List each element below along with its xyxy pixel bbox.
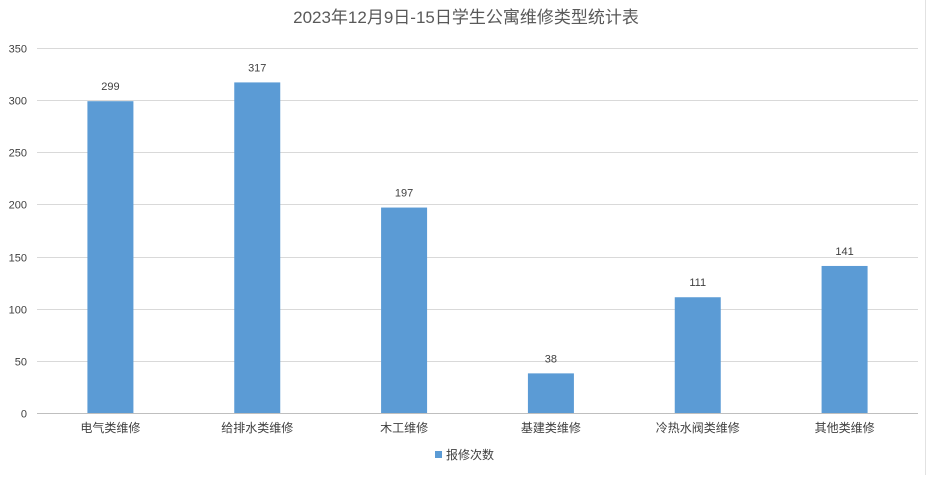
- bar[interactable]: [674, 297, 721, 413]
- window-edge: [925, 0, 936, 475]
- bar[interactable]: [381, 207, 428, 413]
- bar[interactable]: [527, 373, 574, 413]
- chart-title: 2023年12月9日-15日学生公寓维修类型统计表: [293, 8, 639, 27]
- y-tick-label: 100: [9, 305, 27, 317]
- legend-label: 报修次数: [446, 447, 494, 462]
- data-label: 141: [835, 246, 853, 258]
- bar[interactable]: [821, 265, 868, 413]
- y-tick-label: 300: [9, 96, 27, 108]
- y-tick-label: 150: [9, 253, 27, 265]
- x-tick-label: 电气类维修: [80, 420, 140, 435]
- data-label: 111: [689, 277, 706, 289]
- y-tick-label: 200: [9, 200, 27, 212]
- y-axis-ticks: 0 50 100 150 200 250 300 350: [9, 44, 27, 421]
- legend[interactable]: 报修次数: [435, 447, 494, 462]
- bar[interactable]: [87, 101, 134, 413]
- data-label: 38: [545, 353, 557, 365]
- data-label: 299: [101, 81, 119, 93]
- data-label: 317: [248, 62, 266, 74]
- y-tick-label: 350: [9, 44, 27, 56]
- legend-swatch: [435, 451, 442, 458]
- x-tick-label: 基建类维修: [521, 420, 581, 435]
- x-tick-label: 木工维修: [380, 420, 428, 435]
- x-tick-label: 给排水类维修: [221, 420, 293, 435]
- y-tick-label: 50: [15, 357, 27, 369]
- y-tick-label: 250: [9, 148, 27, 160]
- bar[interactable]: [234, 82, 281, 414]
- data-labels: 299 317 197 38 111 141: [101, 62, 854, 365]
- x-axis-ticks: 电气类维修 给排水类维修 木工维修 基建类维修 冷热水阀类维修 其他类维修: [80, 420, 874, 435]
- x-tick-label: 冷热水阀类维修: [656, 420, 740, 435]
- gridlines: [37, 48, 918, 414]
- bars: [87, 82, 868, 414]
- data-label: 197: [395, 188, 413, 200]
- y-tick-label: 0: [21, 409, 27, 421]
- x-tick-label: 其他类维修: [815, 420, 875, 435]
